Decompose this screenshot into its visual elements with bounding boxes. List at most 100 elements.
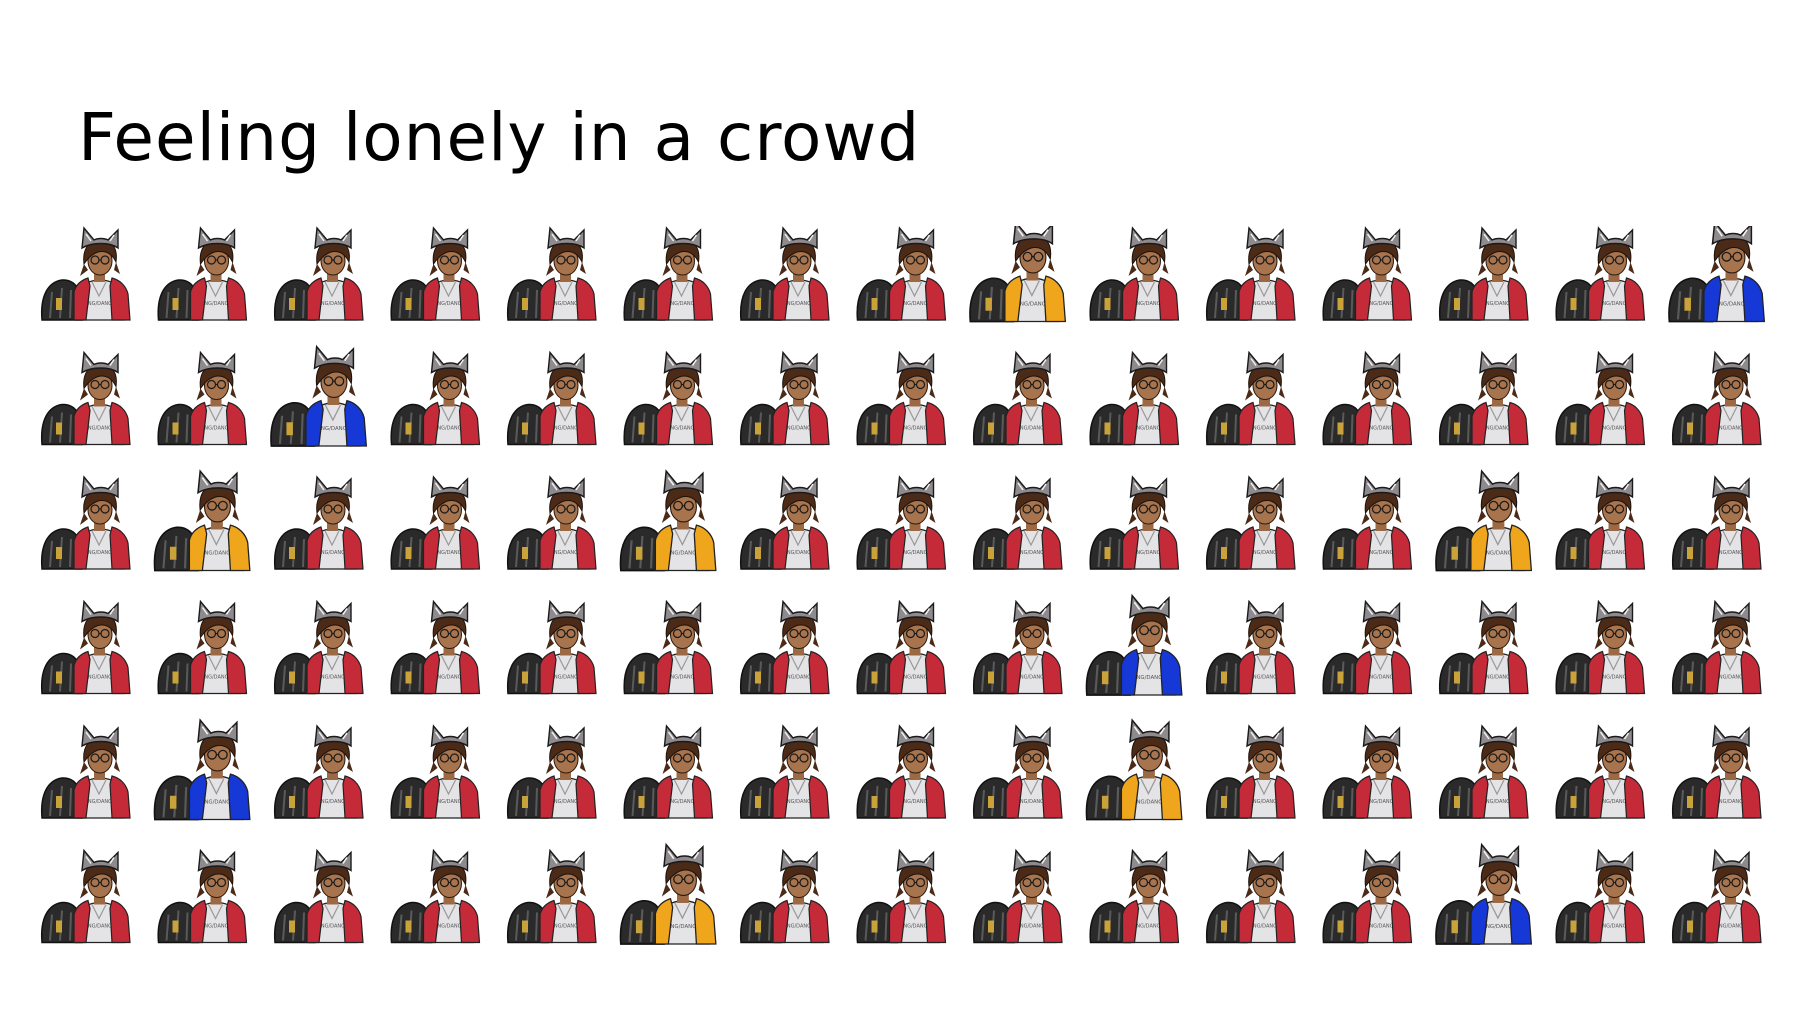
crowd-figure: SING/DANCE [1438,350,1529,446]
svg-text:SING/DANCE: SING/DANCE [199,799,234,805]
svg-text:SING/DANCE: SING/DANCE [83,799,115,805]
crowd-figure: SING/DANCE [1671,848,1762,944]
svg-text:SING/DANCE: SING/DANCE [666,426,698,432]
svg-text:SING/DANCE: SING/DANCE [782,301,814,307]
crowd-figure: SING/DANCE [856,599,947,695]
svg-text:SING/DANCE: SING/DANCE [549,301,581,307]
svg-text:SING/DANCE: SING/DANCE [316,426,351,432]
crowd-figure: SING/DANCE [972,599,1063,695]
crowd-figure: SING/DANCE [390,599,481,695]
crowd-figure: SING/DANCE [390,475,481,570]
svg-text:SING/DANCE: SING/DANCE [1481,426,1513,432]
svg-text:SING/DANCE: SING/DANCE [316,924,348,930]
crowd-figure: SING/DANCE [856,350,947,446]
crowd-figure: SING/DANCE [856,724,947,819]
svg-text:SING/DANCE: SING/DANCE [549,799,581,805]
svg-text:SING/DANCE: SING/DANCE [1131,675,1166,681]
svg-text:SING/DANCE: SING/DANCE [782,675,814,681]
crowd-figure: SING/DANCE [1671,350,1762,446]
crowd-figure: SING/DANCE [506,599,597,695]
crowd-figure: SING/DANCE [856,475,947,570]
svg-text:SING/DANCE: SING/DANCE [433,550,465,556]
crowd-figure: SING/DANCE [273,724,364,819]
svg-text:SING/DANCE: SING/DANCE [1132,426,1164,432]
crowd-figure: SING/DANCE [739,350,830,446]
crowd-figure: SING/DANCE [1671,475,1762,570]
svg-text:SING/DANCE: SING/DANCE [1481,301,1513,307]
svg-text:SING/DANCE: SING/DANCE [1598,799,1630,805]
svg-text:SING/DANCE: SING/DANCE [1131,799,1166,805]
crowd-figure: SING/DANCE [739,475,830,570]
svg-text:SING/DANCE: SING/DANCE [1015,924,1047,930]
svg-text:SING/DANCE: SING/DANCE [1598,426,1630,432]
svg-text:SING/DANCE: SING/DANCE [1714,924,1746,930]
crowd-figure: SING/DANCE [623,350,714,446]
slide-title: Feeling lonely in a crowd [78,99,921,176]
crowd-figure: SING/DANCE [739,599,830,695]
crowd-figure: SING/DANCE [1322,599,1413,695]
svg-text:SING/DANCE: SING/DANCE [1132,924,1164,930]
svg-text:SING/DANCE: SING/DANCE [316,550,348,556]
crowd-figure: SING/DANCE [623,599,714,695]
crowd-figure: SING/DANCE [1322,475,1413,570]
svg-text:SING/DANCE: SING/DANCE [782,550,814,556]
svg-text:SING/DANCE: SING/DANCE [549,426,581,432]
svg-text:SING/DANCE: SING/DANCE [200,426,232,432]
svg-text:SING/DANCE: SING/DANCE [1248,799,1280,805]
crowd-figure: SING/DANCE [40,350,131,446]
svg-text:SING/DANCE: SING/DANCE [899,301,931,307]
crowd-figure: SING/DANCE [1671,724,1762,819]
crowd-figure-yellow: SING/DANCE [1435,469,1533,572]
svg-text:SING/DANCE: SING/DANCE [1598,301,1630,307]
crowd-figure: SING/DANCE [1322,848,1413,944]
svg-text:SING/DANCE: SING/DANCE [1365,550,1397,556]
svg-text:SING/DANCE: SING/DANCE [1365,675,1397,681]
crowd-figure-yellow: SING/DANCE [619,842,717,945]
crowd-figure: SING/DANCE [1322,226,1413,321]
svg-text:SING/DANCE: SING/DANCE [666,675,698,681]
svg-text:SING/DANCE: SING/DANCE [1015,301,1050,307]
crowd-figure: SING/DANCE [739,226,830,321]
svg-text:SING/DANCE: SING/DANCE [1714,675,1746,681]
svg-text:SING/DANCE: SING/DANCE [1598,924,1630,930]
crowd-figure: SING/DANCE [273,848,364,944]
svg-text:SING/DANCE: SING/DANCE [1015,426,1047,432]
svg-text:SING/DANCE: SING/DANCE [666,799,698,805]
crowd-figure: SING/DANCE [390,350,481,446]
svg-text:SING/DANCE: SING/DANCE [899,550,931,556]
crowd-figure: SING/DANCE [972,475,1063,570]
svg-text:SING/DANCE: SING/DANCE [549,924,581,930]
crowd-grid: SING/DANCE SING/DANCE SING/DANCE SING/DANCE… [38,226,1788,986]
svg-text:SING/DANCE: SING/DANCE [549,550,581,556]
crowd-figure-blue: SING/DANCE [153,718,251,821]
svg-text:SING/DANCE: SING/DANCE [83,301,115,307]
crowd-figure: SING/DANCE [157,848,248,944]
crowd-figure: SING/DANCE [1555,475,1646,570]
crowd-figure: SING/DANCE [1205,475,1296,570]
crowd-figure: SING/DANCE [40,226,131,321]
crowd-figure: SING/DANCE [506,350,597,446]
crowd-figure: SING/DANCE [390,724,481,819]
svg-text:SING/DANCE: SING/DANCE [199,550,234,556]
svg-text:SING/DANCE: SING/DANCE [782,426,814,432]
crowd-figure: SING/DANCE [1205,724,1296,819]
svg-text:SING/DANCE: SING/DANCE [899,924,931,930]
svg-text:SING/DANCE: SING/DANCE [1481,675,1513,681]
svg-text:SING/DANCE: SING/DANCE [83,924,115,930]
svg-text:SING/DANCE: SING/DANCE [1365,301,1397,307]
crowd-figure: SING/DANCE [1089,848,1180,944]
crowd-figure: SING/DANCE [1322,724,1413,819]
svg-text:SING/DANCE: SING/DANCE [1365,426,1397,432]
svg-text:SING/DANCE: SING/DANCE [1481,924,1516,930]
svg-text:SING/DANCE: SING/DANCE [899,675,931,681]
svg-text:SING/DANCE: SING/DANCE [433,301,465,307]
svg-text:SING/DANCE: SING/DANCE [1714,799,1746,805]
svg-text:SING/DANCE: SING/DANCE [1714,426,1746,432]
svg-text:SING/DANCE: SING/DANCE [1481,799,1513,805]
crowd-figure: SING/DANCE [1438,226,1529,321]
crowd-figure: SING/DANCE [739,724,830,819]
svg-text:SING/DANCE: SING/DANCE [1015,799,1047,805]
crowd-figure: SING/DANCE [1205,848,1296,944]
crowd-figure: SING/DANCE [1089,226,1180,321]
svg-text:SING/DANCE: SING/DANCE [316,301,348,307]
